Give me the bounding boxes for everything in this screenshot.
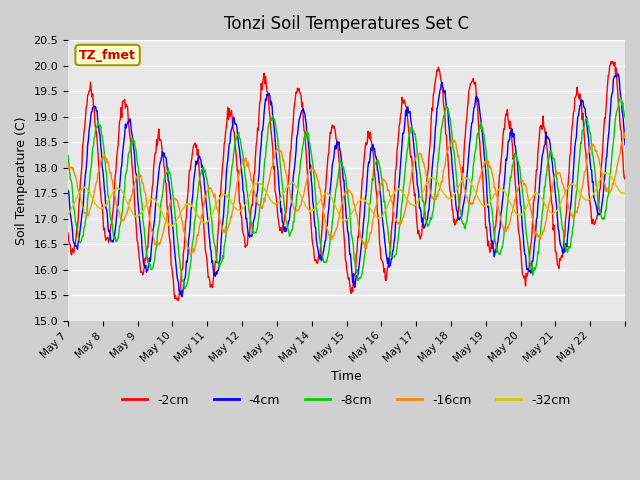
-2cm — [282, 211, 289, 216]
-8cm — [181, 286, 189, 292]
-2cm — [260, 71, 268, 76]
-16cm — [64, 165, 72, 171]
-16cm — [621, 129, 629, 135]
-32cm — [129, 211, 137, 217]
Title: Tonzi Soil Temperatures Set C: Tonzi Soil Temperatures Set C — [224, 15, 469, 33]
-8cm — [436, 142, 444, 147]
-8cm — [260, 165, 268, 171]
-4cm — [233, 122, 241, 128]
-8cm — [233, 134, 241, 140]
-2cm — [64, 230, 72, 236]
-2cm — [609, 59, 616, 64]
-4cm — [178, 294, 186, 300]
Line: -8cm: -8cm — [68, 97, 625, 289]
Legend: -2cm, -4cm, -8cm, -16cm, -32cm: -2cm, -4cm, -8cm, -16cm, -32cm — [117, 389, 576, 412]
-4cm — [129, 144, 137, 149]
-8cm — [404, 136, 412, 142]
-8cm — [617, 94, 625, 100]
-16cm — [282, 167, 289, 173]
-4cm — [260, 110, 268, 116]
-2cm — [621, 176, 629, 182]
-2cm — [404, 126, 412, 132]
Line: -16cm: -16cm — [68, 132, 625, 255]
-4cm — [436, 88, 444, 94]
-16cm — [260, 195, 268, 201]
-16cm — [187, 252, 195, 258]
-4cm — [64, 188, 72, 193]
Text: TZ_fmet: TZ_fmet — [79, 48, 136, 61]
-2cm — [436, 70, 444, 75]
-4cm — [621, 142, 629, 148]
-2cm — [129, 181, 137, 187]
-8cm — [282, 208, 289, 214]
-16cm — [233, 183, 241, 189]
-32cm — [404, 198, 412, 204]
-8cm — [129, 140, 137, 145]
-32cm — [621, 190, 629, 196]
Y-axis label: Soil Temperature (C): Soil Temperature (C) — [15, 116, 28, 245]
-32cm — [602, 169, 610, 175]
-2cm — [175, 298, 182, 303]
-2cm — [233, 156, 241, 162]
-8cm — [621, 115, 629, 120]
-16cm — [436, 185, 444, 191]
-32cm — [282, 188, 289, 194]
-32cm — [436, 183, 444, 189]
-4cm — [282, 224, 289, 229]
Line: -2cm: -2cm — [68, 61, 625, 300]
-32cm — [233, 206, 241, 212]
Line: -4cm: -4cm — [68, 74, 625, 297]
-4cm — [614, 71, 621, 77]
-16cm — [404, 191, 412, 196]
-8cm — [64, 153, 72, 158]
-16cm — [129, 183, 137, 189]
X-axis label: Time: Time — [331, 370, 362, 383]
-32cm — [64, 211, 72, 217]
-32cm — [260, 186, 268, 192]
-32cm — [169, 223, 177, 229]
Line: -32cm: -32cm — [68, 172, 625, 226]
-4cm — [404, 110, 412, 116]
